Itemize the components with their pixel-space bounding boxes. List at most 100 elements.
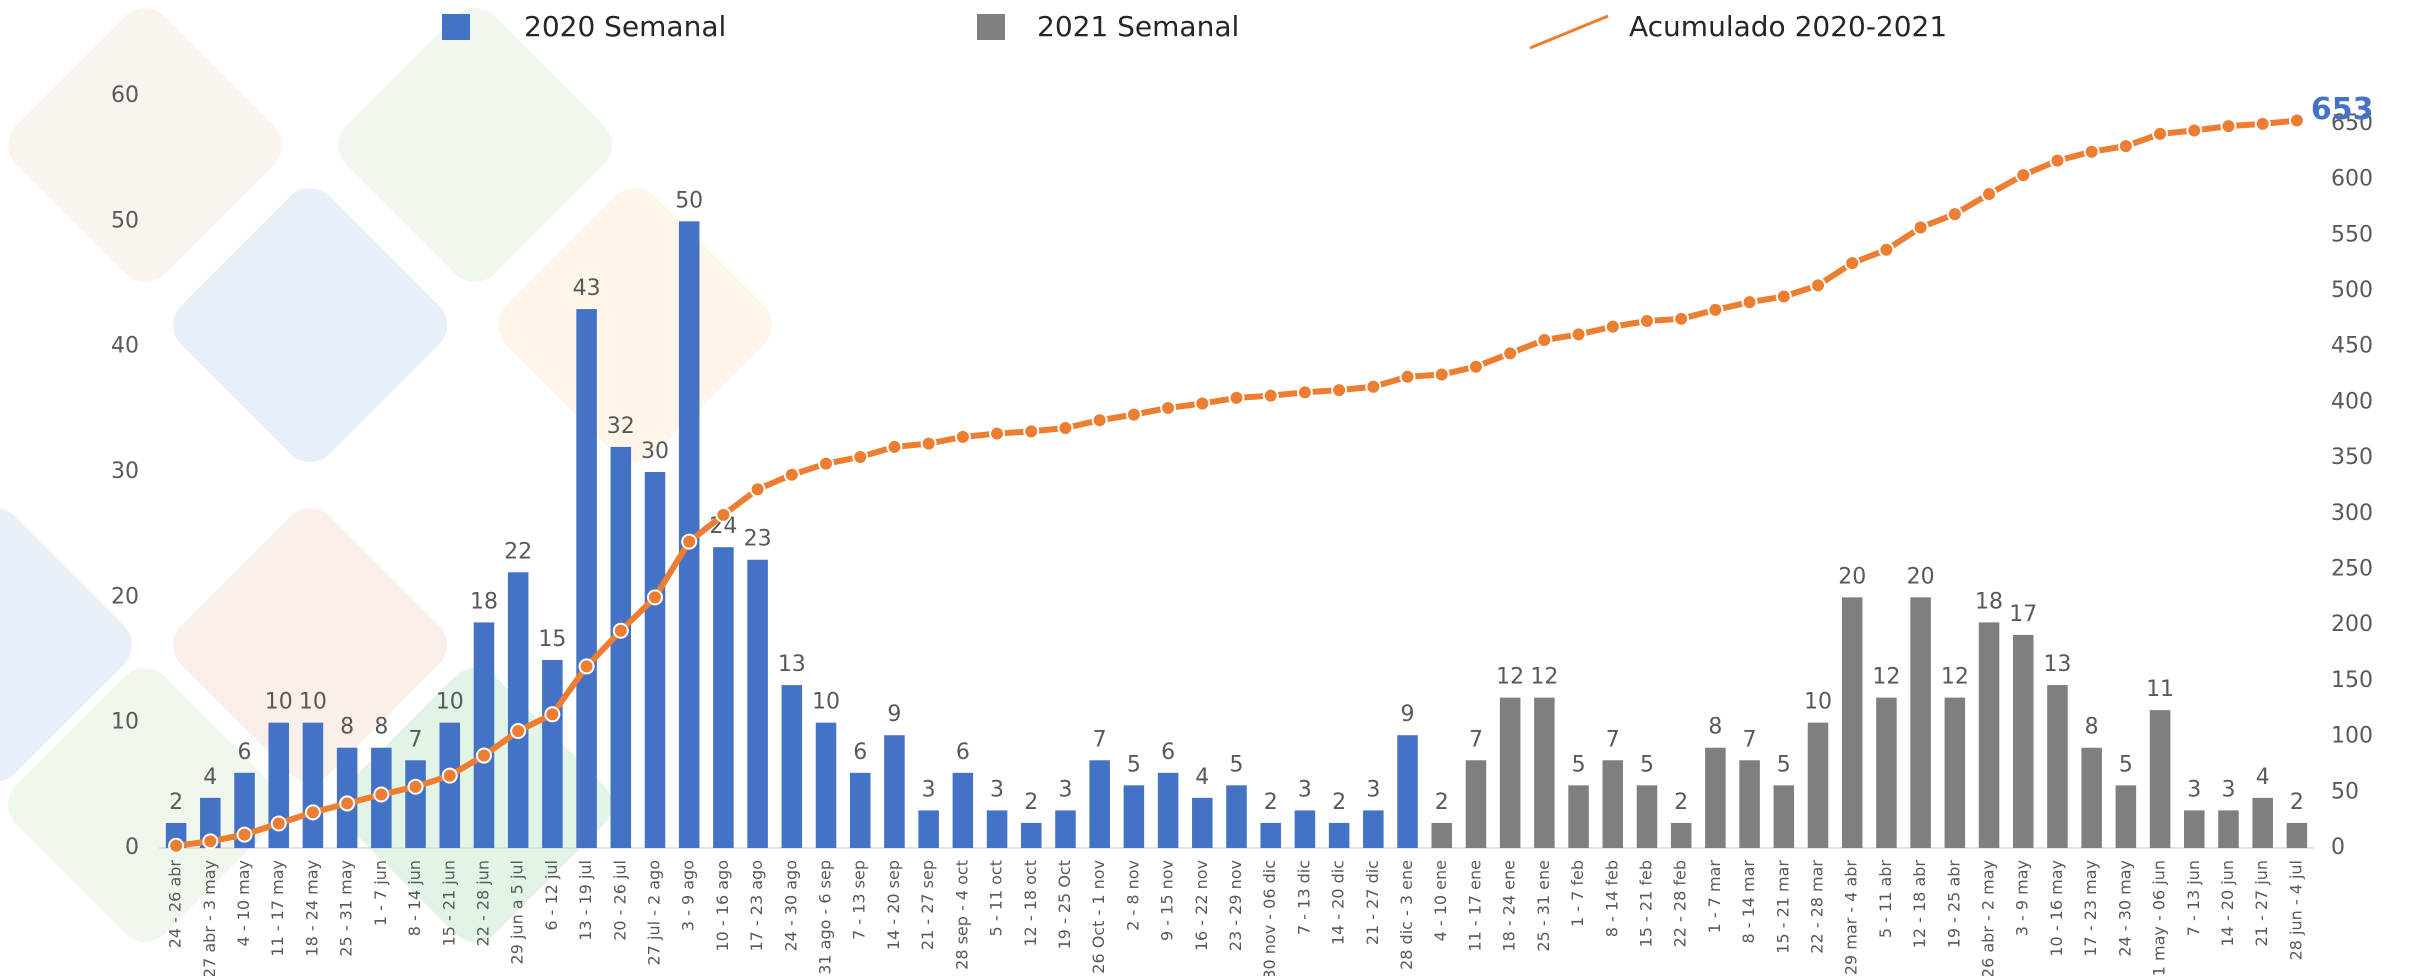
data-label: 10 — [1804, 690, 1832, 715]
bar — [815, 722, 837, 848]
data-label: 11 — [2146, 677, 2174, 702]
bar — [2149, 710, 2171, 848]
x-tick-label: 4 - 10 ene — [1431, 860, 1450, 941]
line-point — [681, 533, 698, 550]
data-label: 9 — [887, 702, 901, 727]
x-tick-label: 5 - 11 abr — [1876, 860, 1895, 939]
data-label: 10 — [265, 690, 293, 715]
x-tick-label: 24 - 26 abr — [166, 860, 185, 949]
line-point — [1741, 294, 1758, 311]
line-point — [1296, 384, 1313, 401]
diamond — [173, 188, 447, 462]
bar — [644, 472, 666, 848]
data-label: 8 — [1708, 715, 1722, 740]
x-tick-label: 11 - 17 ene — [1465, 860, 1484, 952]
x-tick-label: 27 abr - 3 may — [200, 860, 219, 976]
data-label: 6 — [956, 740, 970, 765]
diamond — [0, 508, 132, 782]
data-label: 13 — [2043, 652, 2071, 677]
x-tick-label: 24 - 30 may — [2115, 860, 2134, 957]
line-point — [1844, 255, 1861, 272]
x-tick-label: 1 - 7 jun — [371, 860, 390, 926]
y2-tick-label: 200 — [2331, 612, 2373, 637]
x-tick-label: 31 may - 06 jun — [2150, 860, 2169, 976]
x-tick-label: 15 - 21 feb — [1636, 860, 1655, 947]
data-label: 18 — [470, 589, 498, 614]
x-tick-label: 15 - 21 jun — [439, 860, 458, 946]
data-label: 3 — [1298, 777, 1312, 802]
bar — [1363, 810, 1384, 848]
x-tick-label: 16 - 22 nov — [1192, 860, 1211, 951]
data-label: 4 — [1195, 765, 1209, 790]
legend-label: Acumulado 2020-2021 — [1629, 10, 1947, 43]
bar — [1226, 785, 1247, 848]
x-tick-label: 14 - 20 jun — [2218, 860, 2237, 946]
bar — [2012, 634, 2034, 848]
bar — [986, 810, 1008, 848]
x-tick-label: 20 - 26 jul — [610, 860, 629, 941]
background-decoration — [0, 8, 772, 942]
data-label: 20 — [1838, 564, 1866, 589]
x-tick-label: 17 - 23 ago — [747, 860, 766, 952]
line-point — [1912, 219, 1929, 236]
x-tick-label: 14 - 20 dic — [1329, 860, 1348, 945]
bar — [1705, 747, 1726, 848]
bar — [884, 735, 905, 848]
data-label: 22 — [504, 539, 532, 564]
line-point — [2049, 152, 2066, 169]
bar — [1431, 822, 1452, 848]
diamond — [8, 8, 282, 282]
bar — [1636, 785, 1658, 848]
bar — [405, 760, 426, 848]
line-point — [2186, 122, 2203, 139]
x-tick-label: 21 - 27 dic — [1363, 860, 1382, 945]
x-tick-label: 28 dic - 3 ene — [1397, 860, 1416, 970]
legend-marker — [977, 14, 1005, 40]
line-point — [270, 815, 287, 832]
line-point — [1673, 310, 1690, 327]
y2-tick-label: 50 — [2331, 779, 2359, 804]
bar — [1465, 760, 1487, 848]
data-label: 8 — [340, 715, 354, 740]
bar — [439, 722, 461, 848]
data-label: 4 — [2256, 765, 2270, 790]
data-label: 15 — [538, 627, 566, 652]
data-label: 3 — [922, 777, 936, 802]
line-point — [1536, 331, 1553, 348]
line-point — [578, 658, 595, 675]
line-point — [441, 767, 458, 784]
data-label: 12 — [1496, 665, 1524, 690]
data-label: 9 — [1401, 702, 1415, 727]
x-tick-label: 26 Oct - 1 nov — [1089, 860, 1108, 974]
bar — [542, 660, 563, 848]
x-tick-label: 24 - 30 ago — [781, 860, 800, 952]
bar — [1260, 822, 1281, 848]
data-label: 23 — [744, 527, 772, 552]
bar — [2184, 810, 2205, 848]
x-tick-label: 8 - 14 jun — [405, 860, 424, 936]
y-tick-label: 30 — [111, 459, 139, 484]
line-point — [202, 833, 219, 850]
bar — [1534, 697, 1555, 848]
x-tick-label: 19 - 25 Oct — [1055, 860, 1074, 949]
x-tick-label: 13 - 19 jul — [576, 860, 595, 941]
bar — [747, 559, 768, 848]
data-label: 3 — [1366, 777, 1380, 802]
data-label: 10 — [812, 690, 840, 715]
x-tick-label: 3 - 9 may — [2013, 860, 2032, 936]
line-point — [2083, 143, 2100, 160]
x-tick-label: 26 abr - 2 may — [1979, 860, 1998, 976]
y-tick-label: 20 — [111, 584, 139, 609]
line-point — [168, 837, 185, 854]
bar — [1089, 760, 1110, 848]
data-label: 12 — [1941, 665, 1969, 690]
line-point — [2015, 167, 2032, 184]
line-point — [510, 723, 527, 740]
data-label: 8 — [374, 715, 388, 740]
data-label: 32 — [607, 414, 635, 439]
line-point — [407, 778, 424, 795]
x-tick-label: 6 - 12 jul — [542, 860, 561, 931]
line-point — [749, 481, 766, 498]
data-label: 3 — [990, 777, 1004, 802]
data-label: 30 — [641, 439, 669, 464]
